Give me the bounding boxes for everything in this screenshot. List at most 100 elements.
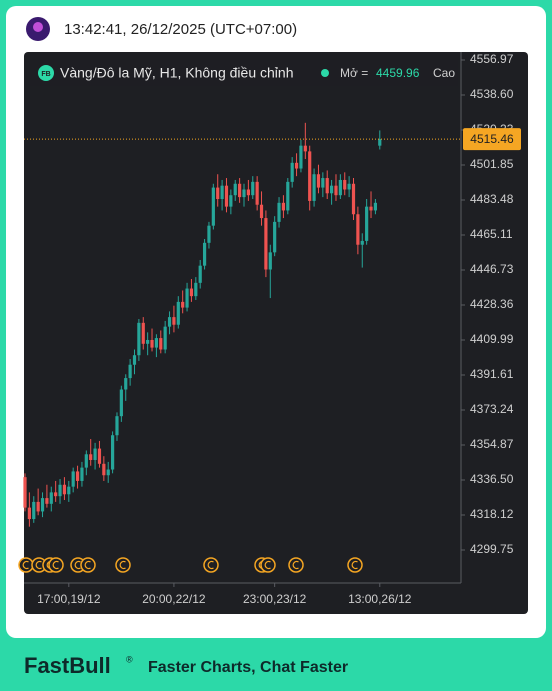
candle-body (194, 282, 198, 297)
y-tick-label: 4556.97 (470, 52, 514, 66)
candle-body (202, 242, 207, 266)
y-tick-label: 4391.61 (470, 367, 514, 381)
event-icon (207, 560, 214, 570)
candle-body (220, 185, 224, 200)
candle-body (27, 507, 31, 520)
candle-body (40, 498, 45, 512)
candle-body (119, 389, 123, 417)
chart-panel (24, 52, 528, 614)
y-tick-label: 4299.75 (470, 542, 514, 556)
candle-body (36, 501, 40, 512)
candle-body (251, 181, 255, 196)
event-icon (84, 560, 91, 570)
event-icon (35, 560, 42, 570)
candle-body (316, 174, 321, 188)
legend-bg (30, 60, 458, 86)
candle-body (334, 185, 338, 196)
timestamp: 13:42:41, 26/12/2025 (UTC+07:00) (64, 21, 297, 38)
candle-body (23, 477, 27, 508)
candle-body (378, 139, 382, 146)
event-icon (351, 560, 358, 570)
event-marker (115, 557, 131, 573)
candle-body (233, 183, 237, 196)
candle-body (102, 463, 106, 476)
candle-body (97, 448, 102, 464)
candle-body (294, 162, 299, 169)
candle-body (216, 187, 220, 200)
candle-body (360, 240, 364, 245)
candle-body (369, 206, 373, 211)
avatar-figure (33, 22, 43, 32)
event-marker (288, 557, 304, 573)
candle-body (299, 145, 303, 169)
event-marker (80, 557, 96, 573)
candle-body (229, 195, 233, 207)
candle-body (146, 339, 150, 344)
last-price-label: 4515.46 (470, 132, 514, 146)
candle-body (343, 179, 347, 190)
event-icon (292, 560, 299, 570)
y-tick-label: 4354.87 (470, 437, 514, 451)
badge (38, 65, 54, 81)
badge-text: FB (41, 71, 50, 78)
event-marker (48, 557, 64, 573)
candle-body (290, 162, 294, 182)
candle-body (84, 454, 88, 468)
candle-body (242, 189, 246, 198)
event-icon (52, 560, 59, 570)
brand: FastBull (24, 653, 111, 678)
x-tick-label: 20:00,22/12 (142, 592, 206, 606)
candle-body (281, 202, 286, 211)
y-tick-label: 4446.73 (470, 262, 514, 276)
candle-body (189, 288, 194, 297)
candle-body (124, 378, 128, 390)
candle-body (198, 265, 202, 283)
candle-body (154, 338, 158, 348)
candle-body (365, 206, 369, 241)
candle-body (277, 202, 281, 222)
event-icon (119, 560, 126, 570)
candle-body (268, 252, 272, 270)
event-marker (260, 557, 276, 573)
candle-body (273, 221, 277, 253)
candle-body (71, 471, 75, 487)
candle-body (115, 416, 119, 436)
candle-body (32, 501, 36, 520)
x-tick-label: 13:00,26/12 (348, 592, 412, 606)
candle-body (321, 178, 325, 188)
plot (18, 122, 382, 573)
high-label: Cao (433, 66, 455, 80)
last-price-tag (463, 128, 521, 151)
candle-body (141, 322, 145, 344)
candle-body (356, 214, 360, 245)
candle-body (132, 355, 137, 365)
candle-body (312, 174, 316, 201)
candle-body (150, 339, 154, 348)
candle-body (167, 317, 172, 327)
candle-body (159, 338, 163, 350)
candle-body (259, 204, 264, 219)
candle-body (211, 187, 215, 226)
event-marker (347, 557, 363, 573)
y-tick-label: 4318.12 (470, 507, 514, 521)
candle-body (163, 326, 167, 350)
x-tick-label: 23:00,23/12 (243, 592, 307, 606)
event-marker (18, 557, 34, 573)
candle-body (373, 202, 377, 211)
event-marker (203, 557, 219, 573)
x-tick-label: 17:00,19/12 (37, 592, 101, 606)
event-icon (22, 560, 29, 570)
candle-body (172, 317, 176, 325)
slogan: Faster Charts, Chat Faster (148, 659, 348, 676)
brand-mark: ® (126, 654, 133, 664)
y-tick-label: 4336.50 (470, 472, 514, 486)
candle-body (330, 185, 334, 194)
candle-body (137, 322, 141, 356)
y-tick-label: 4538.60 (470, 87, 514, 101)
candle-body (238, 183, 242, 198)
event-icon (74, 560, 81, 570)
candle-body (67, 486, 71, 495)
candle-body (303, 145, 307, 152)
candle-body (93, 448, 97, 460)
